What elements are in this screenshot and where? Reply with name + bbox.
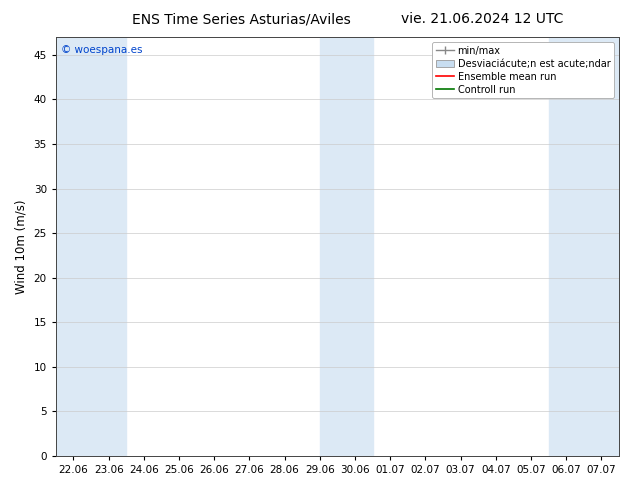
Bar bbox=[320, 37, 373, 456]
Y-axis label: Wind 10m (m/s): Wind 10m (m/s) bbox=[15, 199, 28, 294]
Bar bbox=[548, 37, 619, 456]
Legend: min/max, Desviaciácute;n est acute;ndar, Ensemble mean run, Controll run: min/max, Desviaciácute;n est acute;ndar,… bbox=[432, 42, 614, 98]
Text: vie. 21.06.2024 12 UTC: vie. 21.06.2024 12 UTC bbox=[401, 12, 563, 26]
Bar bbox=[56, 37, 126, 456]
Text: ENS Time Series Asturias/Aviles: ENS Time Series Asturias/Aviles bbox=[131, 12, 351, 26]
Text: © woespana.es: © woespana.es bbox=[61, 46, 143, 55]
